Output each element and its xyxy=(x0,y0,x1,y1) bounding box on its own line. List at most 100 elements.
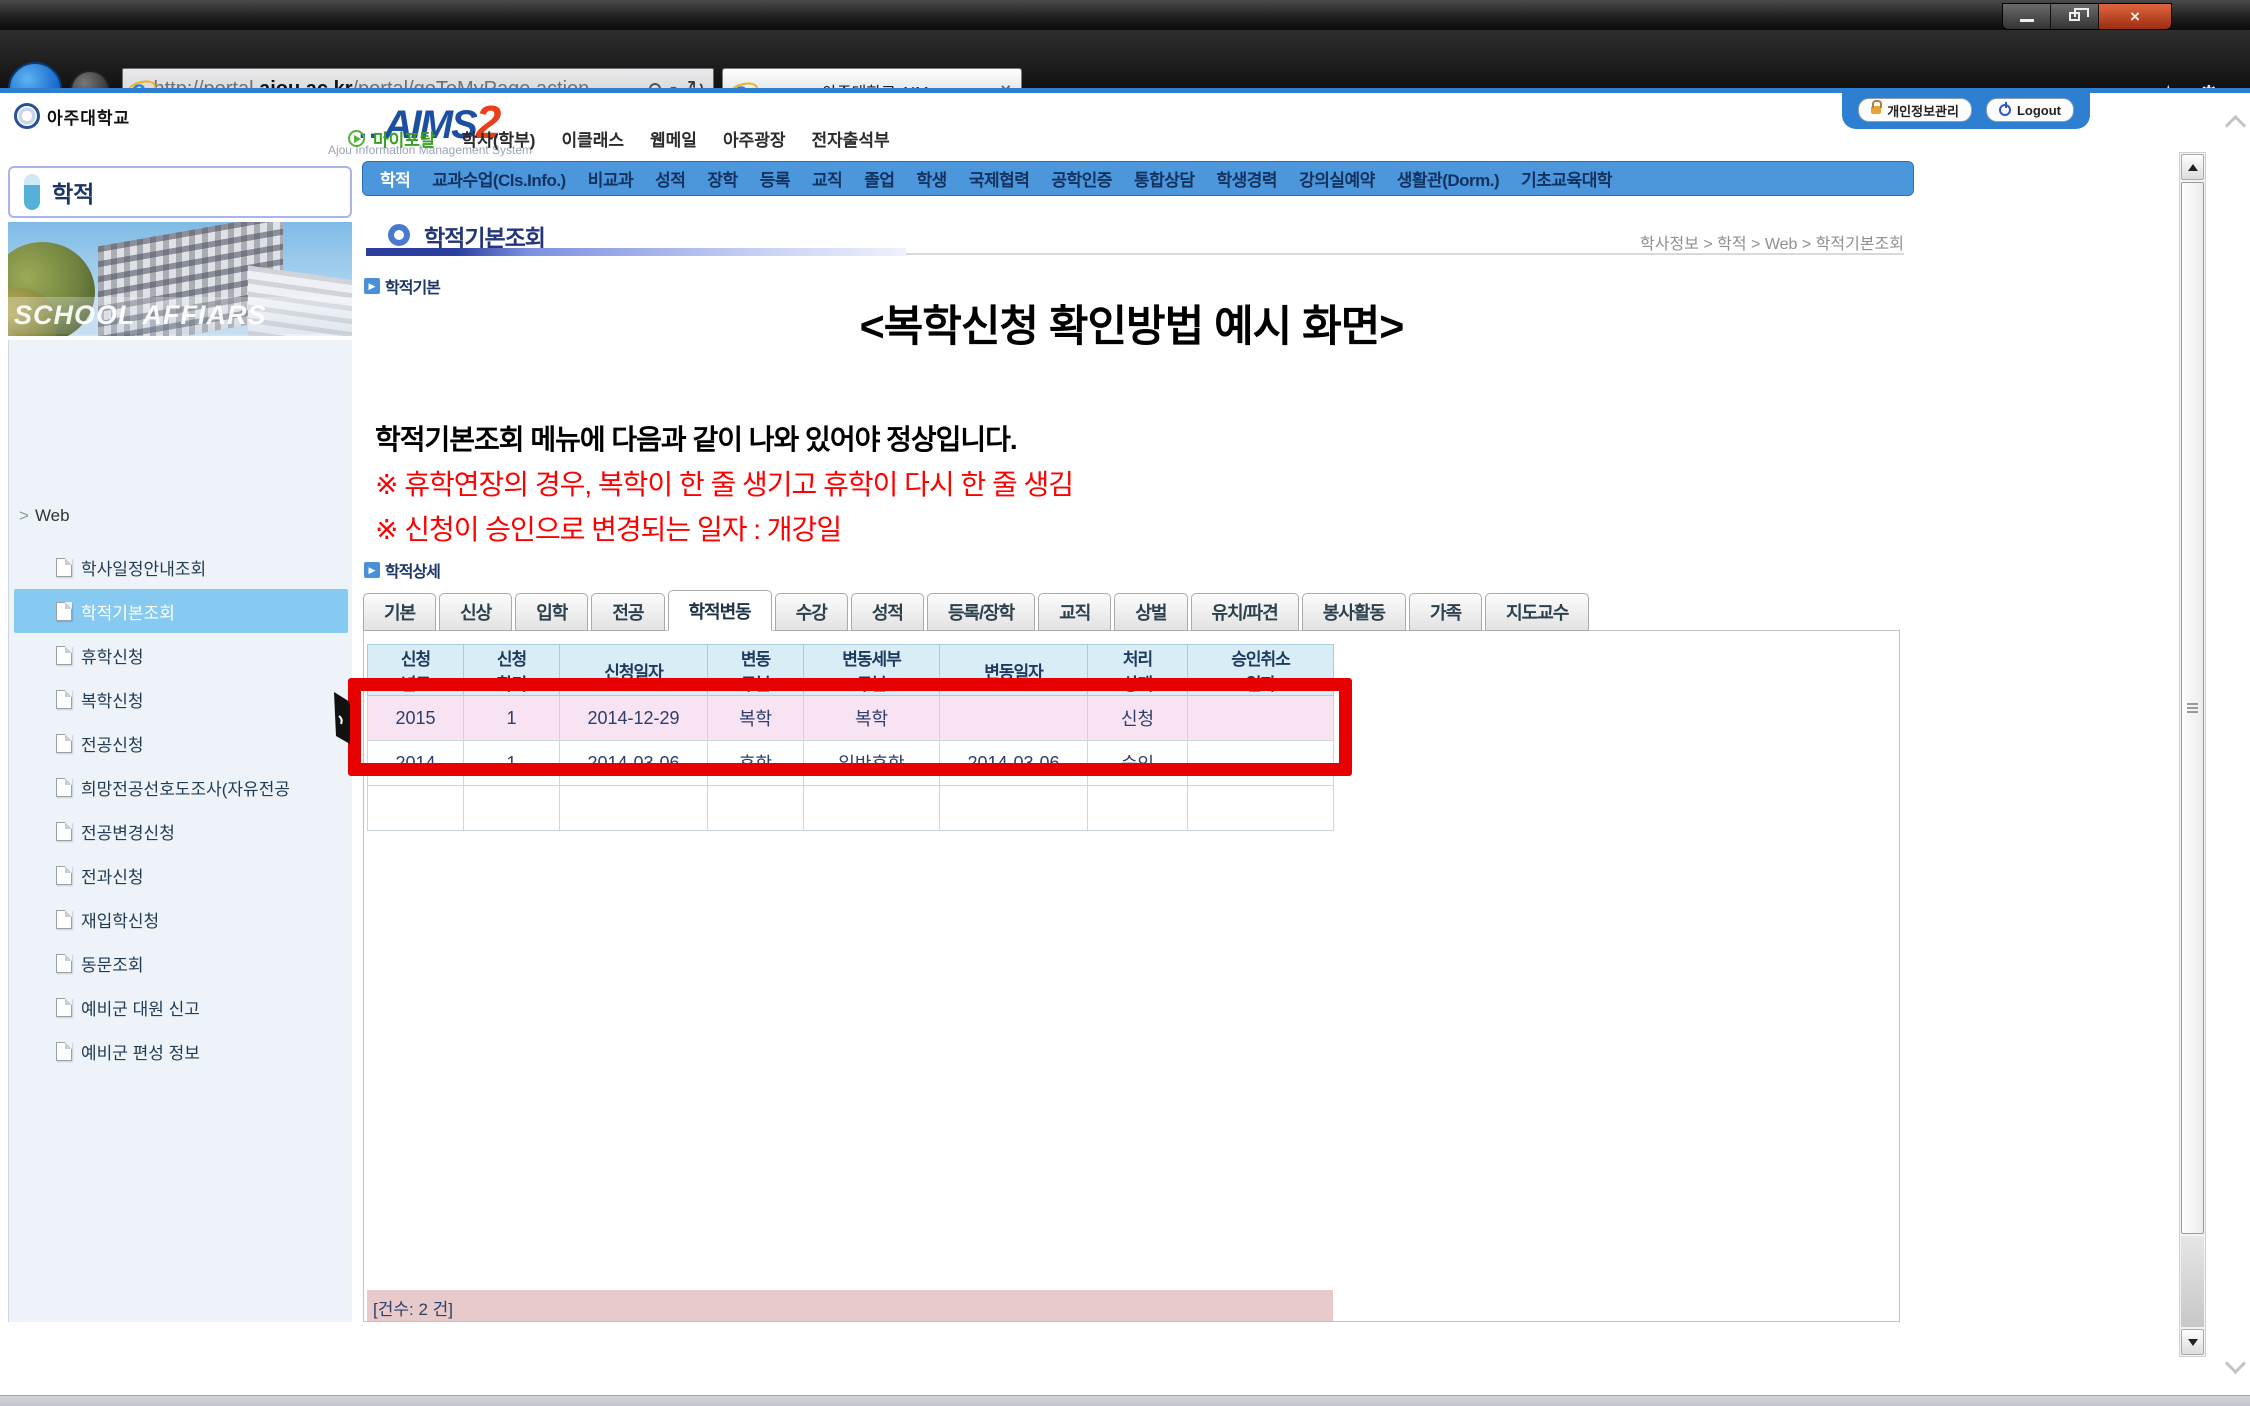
university-logo[interactable]: 아주대학교 xyxy=(14,103,130,129)
tab-record-change[interactable]: 학적변동 xyxy=(667,590,772,631)
tab-family[interactable]: 가족 xyxy=(1409,593,1483,631)
sidebar-item-reserve-info[interactable]: 예비군 편성 정보 xyxy=(14,1029,348,1073)
tab-teaching[interactable]: 교직 xyxy=(1038,593,1112,631)
page-icon xyxy=(56,997,72,1017)
nav-item-international[interactable]: 국제협력 xyxy=(968,171,1030,190)
quick-link-myportal[interactable]: 마이포탈 xyxy=(373,131,436,150)
nav-item-graduation[interactable]: 졸업 xyxy=(864,171,895,190)
nav-item-student[interactable]: 학생 xyxy=(916,171,948,190)
section-arrow-icon: ▶ xyxy=(364,562,380,578)
section-label-detail: ▶ 학적상세 xyxy=(364,558,441,582)
scrollbar-thumb[interactable] xyxy=(2181,182,2204,1234)
table-row-2015-return[interactable]: 2015 1 2014-12-29 복학 복학 신청 xyxy=(367,695,1334,741)
quick-link-eclass[interactable]: 이클래스 xyxy=(561,131,625,150)
scrollbar-track-lower[interactable] xyxy=(2181,1236,2204,1327)
logout-button[interactable]: Logout xyxy=(1985,98,2074,122)
scroll-up-icon xyxy=(2187,163,2198,171)
sidebar-item-alumni[interactable]: 동문조회 xyxy=(14,941,348,985)
sidebar-item-dept-transfer[interactable]: 전과신청 xyxy=(14,853,348,897)
tab-basic[interactable]: 기본 xyxy=(363,593,437,631)
nav-item-basic-college[interactable]: 기초교육대학 xyxy=(1521,171,1612,190)
note-red-2: ※ 신청이 승인으로 변경되는 일자 : 개강일 xyxy=(375,514,842,545)
minimize-icon xyxy=(2019,19,2034,22)
university-name: 아주대학교 xyxy=(47,108,131,128)
window-bottom-edge xyxy=(0,1395,2250,1406)
section-label-basic: ▶ 학적기본 xyxy=(364,274,441,298)
sidebar-item-calendar[interactable]: 학사일정안내조회 xyxy=(14,545,348,589)
browser-toolbar: ← → e http://portal.ajou.ac.kr/portal/go… xyxy=(0,30,2250,116)
page-title: 학적기본조회 xyxy=(424,225,546,251)
tab-personal[interactable]: 신상 xyxy=(439,593,513,631)
sidebar-item-readmission[interactable]: 재입학신청 xyxy=(14,897,348,941)
tab-rewards[interactable]: 상벌 xyxy=(1114,593,1188,631)
nav-item-grades[interactable]: 성적 xyxy=(655,171,686,190)
nav-item-hakjeok[interactable]: 학적 xyxy=(380,171,411,190)
sidebar-group-web[interactable]: > Web xyxy=(19,506,70,525)
quick-link-webmail[interactable]: 웹메일 xyxy=(650,131,697,150)
sidebar-item-reserve-report[interactable]: 예비군 대원 신고 xyxy=(14,985,348,1029)
scroll-down-button[interactable] xyxy=(2181,1329,2204,1355)
title-underline xyxy=(366,248,906,256)
tab-courses[interactable]: 수강 xyxy=(774,593,848,631)
tab-dispatch[interactable]: 유치/파견 xyxy=(1190,593,1299,631)
nav-item-abeek[interactable]: 공학인증 xyxy=(1051,171,1112,190)
nav-item-dorm[interactable]: 생활관(Dorm.) xyxy=(1396,171,1500,190)
tab-grades[interactable]: 성적 xyxy=(850,593,924,631)
nav-item-registration[interactable]: 등록 xyxy=(759,171,791,190)
sidebar-photo: SCHOOL AFFIARS xyxy=(8,222,352,336)
sidebar-item-major-change[interactable]: 전공변경신청 xyxy=(14,809,348,853)
tab-registration-scholarship[interactable]: 등록/장학 xyxy=(927,593,1036,631)
sidebar-item-major-apply[interactable]: 전공신청 xyxy=(14,721,348,765)
restore-button[interactable] xyxy=(2051,4,2099,29)
account-area: 개인정보관리 Logout xyxy=(1842,93,2090,129)
scroll-down-icon xyxy=(2187,1338,2198,1346)
sidebar-title-box: 학적 xyxy=(8,166,352,218)
quick-link-ajou-plaza[interactable]: 아주광장 xyxy=(722,131,786,150)
sidebar-menu: > Web 학사일정안내조회 학적기본조회 휴학신청 복학신청 전공신청 희망전공… xyxy=(8,340,352,1322)
nav-item-bigyogwa[interactable]: 비교과 xyxy=(587,171,634,190)
scroll-up-button[interactable] xyxy=(2181,154,2204,180)
banner-title: <복학신청 확인방법 예시 화면> xyxy=(859,303,1405,351)
detail-tabs: 기본 신상 입학 전공 학적변동 수강 성적 등록/장학 교직 상벌 유치/파견… xyxy=(363,590,1592,631)
title-divider xyxy=(366,253,1904,255)
close-icon: × xyxy=(2130,6,2140,26)
sidebar-item-leave[interactable]: 휴학신청 xyxy=(14,633,348,677)
nav-item-teaching[interactable]: 교직 xyxy=(811,171,843,190)
photo-caption: SCHOOL AFFIARS xyxy=(8,297,352,334)
portal-header: 아주대학교 .. AIMS2 Ajou Information Manageme… xyxy=(0,93,2250,163)
minimize-button[interactable] xyxy=(2003,4,2051,29)
page-icon xyxy=(56,953,72,973)
privacy-button[interactable]: 개인정보관리 xyxy=(1858,98,1972,122)
sidebar-item-major-survey[interactable]: 희망전공선호도조사(자유전공 xyxy=(14,765,348,809)
nav-item-classes[interactable]: 교과수업(Cls.Info.) xyxy=(432,171,566,190)
edge-scroll-down-chevron-icon[interactable] xyxy=(2224,1352,2247,1375)
page-icon xyxy=(56,689,72,709)
page-icon xyxy=(56,909,72,929)
sidebar-item-record-basic[interactable]: 학적기본조회 xyxy=(14,589,348,633)
sidebar-title: 학적 xyxy=(52,181,95,207)
nav-item-scholarship[interactable]: 장학 xyxy=(707,171,738,190)
window-controls: × xyxy=(2002,3,2172,30)
page-icon xyxy=(56,733,72,753)
page-top-accent xyxy=(0,88,2250,93)
close-button[interactable]: × xyxy=(2099,4,2171,29)
quick-link-attendance[interactable]: 전자출석부 xyxy=(811,131,890,150)
nav-item-counsel[interactable]: 통합상담 xyxy=(1133,171,1195,190)
aims-logo[interactable]: .. AIMS2 Ajou Information Management Sys… xyxy=(300,95,560,157)
tab-major[interactable]: 전공 xyxy=(591,593,665,631)
nav-item-career[interactable]: 학생경력 xyxy=(1216,171,1278,190)
nav-item-room-reserve[interactable]: 강의실예약 xyxy=(1299,171,1375,190)
myportal-arrow-icon xyxy=(348,130,365,147)
quick-link-haksa[interactable]: 학사(학부) xyxy=(461,131,536,150)
page-title-bullet-icon xyxy=(388,224,410,246)
page-icon xyxy=(56,645,72,665)
sidebar-item-return[interactable]: 복학신청 xyxy=(14,677,348,721)
page-icon xyxy=(56,1041,72,1061)
tab-advisor[interactable]: 지도교수 xyxy=(1485,593,1590,631)
note-bold: 학적기본조회 메뉴에 다음과 같이 나와 있어야 정상입니다. xyxy=(375,424,1018,455)
tab-volunteer[interactable]: 봉사활동 xyxy=(1301,593,1406,631)
page-icon xyxy=(56,557,72,577)
tab-admission[interactable]: 입학 xyxy=(515,593,589,631)
page-scrollbar[interactable] xyxy=(2179,152,2206,1357)
lock-icon xyxy=(1871,100,1883,114)
